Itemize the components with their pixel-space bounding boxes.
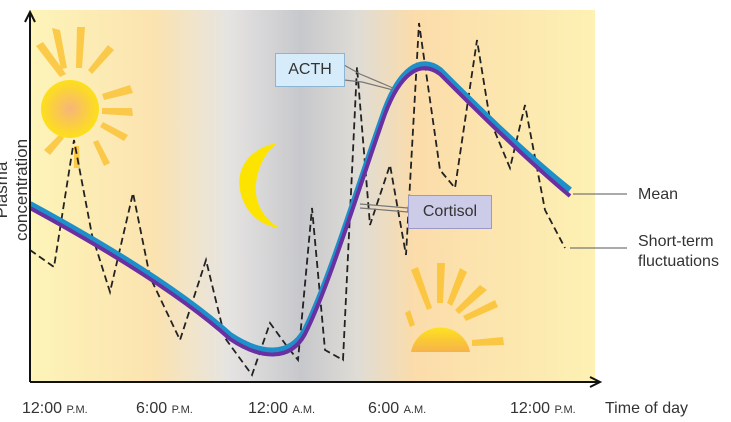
legend-short-term-line1: Short-term [638,233,714,250]
x-axis-label: Time of day [605,400,688,417]
y-axis-label: Plasma concentration [0,138,31,242]
callout-leaders [343,64,627,249]
moon-icon [239,143,280,228]
x-tick-3: 6:00 A.M. [368,400,427,417]
legend-short-term: Short-term fluctuations [638,232,719,272]
rising-sun-icon [405,263,504,352]
acth-label: ACTH [275,53,345,87]
cortisol-label: Cortisol [408,195,492,229]
x-tick-2: 12:00 A.M. [248,400,316,417]
cortisol-mean-line [29,66,572,357]
x-tick-4: 12:00 P.M. [510,400,576,417]
short-term-fluctuations-line [29,22,566,377]
x-tick-1: 6:00 P.M. [136,400,193,417]
x-tick-0: 12:00 P.M. [22,400,88,417]
legend-short-term-line2: fluctuations [638,253,719,270]
axes [24,9,603,388]
legend-mean: Mean [638,186,679,203]
